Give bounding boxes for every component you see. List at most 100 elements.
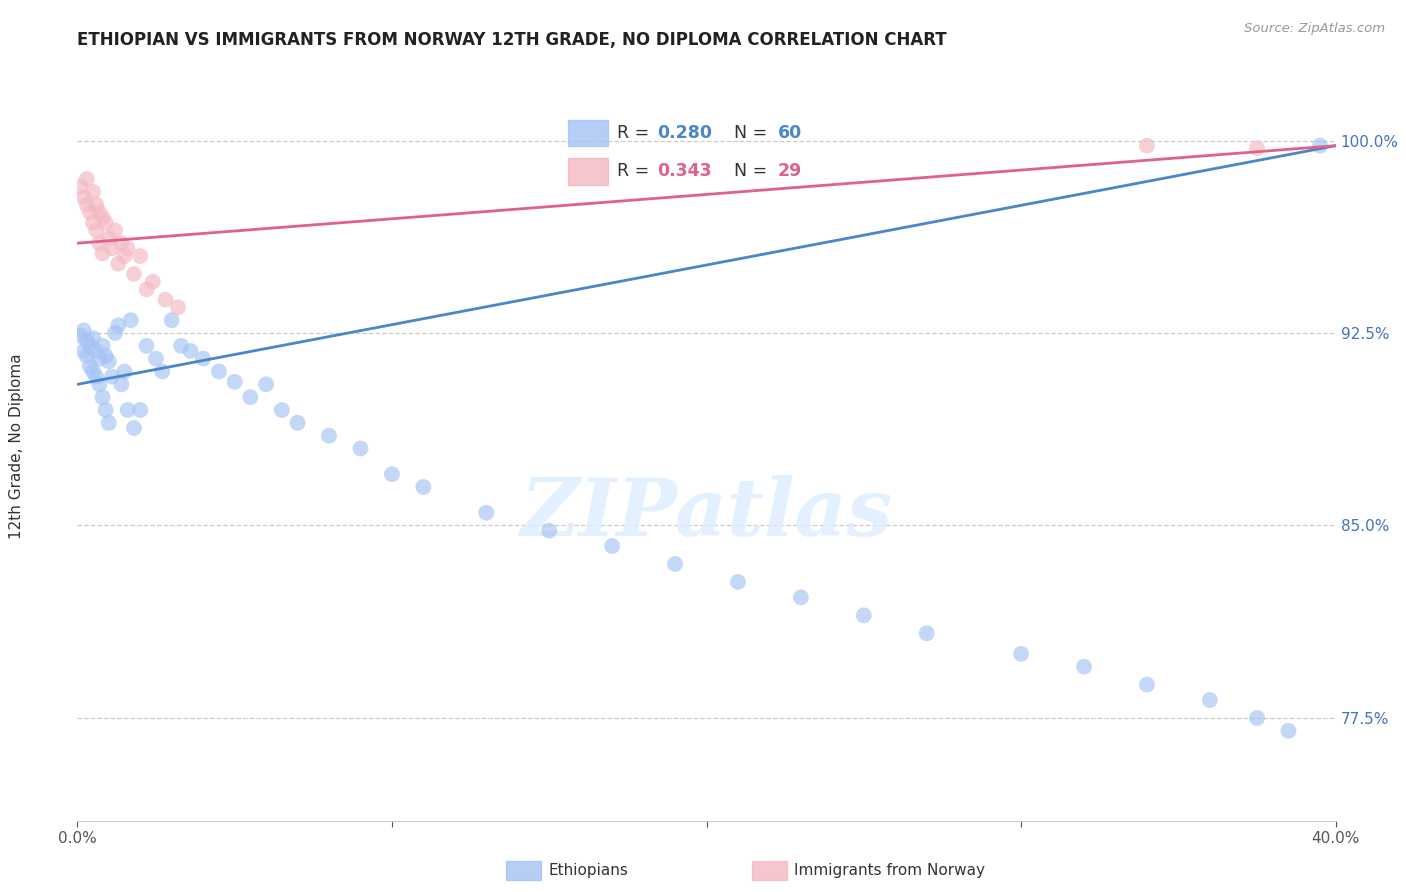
Text: 0.280: 0.280 xyxy=(657,124,713,143)
Point xyxy=(101,369,124,384)
Point xyxy=(76,197,98,211)
Point xyxy=(287,416,309,430)
Point xyxy=(160,313,183,327)
Text: ZIPatlas: ZIPatlas xyxy=(520,475,893,552)
Text: Source: ZipAtlas.com: Source: ZipAtlas.com xyxy=(1244,22,1385,36)
Point xyxy=(89,236,111,251)
Bar xyxy=(568,120,607,146)
Point xyxy=(107,257,129,271)
Point xyxy=(180,343,202,358)
Point xyxy=(79,339,101,353)
Text: 12th Grade, No Diploma: 12th Grade, No Diploma xyxy=(10,353,24,539)
Text: 29: 29 xyxy=(778,162,801,180)
Point xyxy=(600,539,623,553)
Point xyxy=(1277,723,1299,738)
Point xyxy=(84,223,107,237)
Point xyxy=(97,354,120,368)
Point xyxy=(664,557,686,571)
Point xyxy=(1246,711,1268,725)
Point xyxy=(155,293,177,307)
Point xyxy=(82,185,104,199)
Point xyxy=(89,205,111,219)
Point xyxy=(84,197,107,211)
Point xyxy=(727,574,749,589)
Point xyxy=(191,351,215,366)
Point xyxy=(122,421,145,435)
Point xyxy=(72,190,94,204)
Point xyxy=(170,339,193,353)
Point xyxy=(69,179,91,194)
Point xyxy=(84,369,107,384)
Text: 60: 60 xyxy=(778,124,801,143)
Point xyxy=(97,416,120,430)
Point xyxy=(82,331,104,345)
Point xyxy=(114,249,136,263)
Point xyxy=(110,236,132,251)
Point xyxy=(142,275,165,289)
Point xyxy=(1246,141,1268,155)
Point xyxy=(915,626,938,640)
Point xyxy=(349,442,371,456)
Point xyxy=(76,349,98,363)
Point xyxy=(104,223,127,237)
Point xyxy=(82,364,104,378)
Point xyxy=(72,343,94,358)
Point xyxy=(239,390,262,404)
Point xyxy=(790,591,813,605)
Text: Ethiopians: Ethiopians xyxy=(548,863,628,878)
Point xyxy=(167,301,190,315)
Point xyxy=(89,377,111,392)
Point xyxy=(129,249,152,263)
Point xyxy=(254,377,277,392)
Point xyxy=(76,334,98,348)
Point xyxy=(79,205,101,219)
Point xyxy=(1136,138,1159,153)
Point xyxy=(122,267,145,281)
Point xyxy=(1073,659,1095,673)
Point xyxy=(91,339,114,353)
Point xyxy=(91,246,114,260)
Point xyxy=(94,349,117,363)
Point xyxy=(145,351,167,366)
Point xyxy=(381,467,404,482)
Point xyxy=(852,608,875,623)
Point xyxy=(117,241,139,255)
Point xyxy=(475,506,498,520)
Point xyxy=(101,241,124,255)
Point xyxy=(224,375,246,389)
Text: Immigrants from Norway: Immigrants from Norway xyxy=(794,863,986,878)
Point xyxy=(107,318,129,333)
Point xyxy=(76,172,98,186)
Point xyxy=(1199,693,1222,707)
Point xyxy=(114,364,136,378)
Text: N =: N = xyxy=(734,124,773,143)
Text: R =: R = xyxy=(617,124,655,143)
Point xyxy=(318,428,340,442)
Text: ETHIOPIAN VS IMMIGRANTS FROM NORWAY 12TH GRADE, NO DIPLOMA CORRELATION CHART: ETHIOPIAN VS IMMIGRANTS FROM NORWAY 12TH… xyxy=(77,31,948,49)
Point xyxy=(1010,647,1032,661)
Point xyxy=(91,211,114,225)
Bar xyxy=(568,158,607,186)
Point xyxy=(72,323,94,337)
Point xyxy=(135,282,157,296)
Point xyxy=(97,231,120,245)
Point xyxy=(1309,138,1331,153)
Point xyxy=(538,524,561,538)
Point xyxy=(117,403,139,417)
Point xyxy=(91,390,114,404)
Point xyxy=(110,377,132,392)
Point xyxy=(120,313,142,327)
Point xyxy=(79,359,101,374)
Point xyxy=(135,339,157,353)
Point xyxy=(208,364,231,378)
Text: N =: N = xyxy=(734,162,773,180)
Point xyxy=(270,403,292,417)
Point xyxy=(1136,678,1159,692)
Text: R =: R = xyxy=(617,162,655,180)
Point xyxy=(150,364,173,378)
Point xyxy=(412,480,434,494)
Point xyxy=(104,326,127,340)
Point xyxy=(84,343,107,358)
Point xyxy=(89,351,111,366)
Point xyxy=(129,403,152,417)
